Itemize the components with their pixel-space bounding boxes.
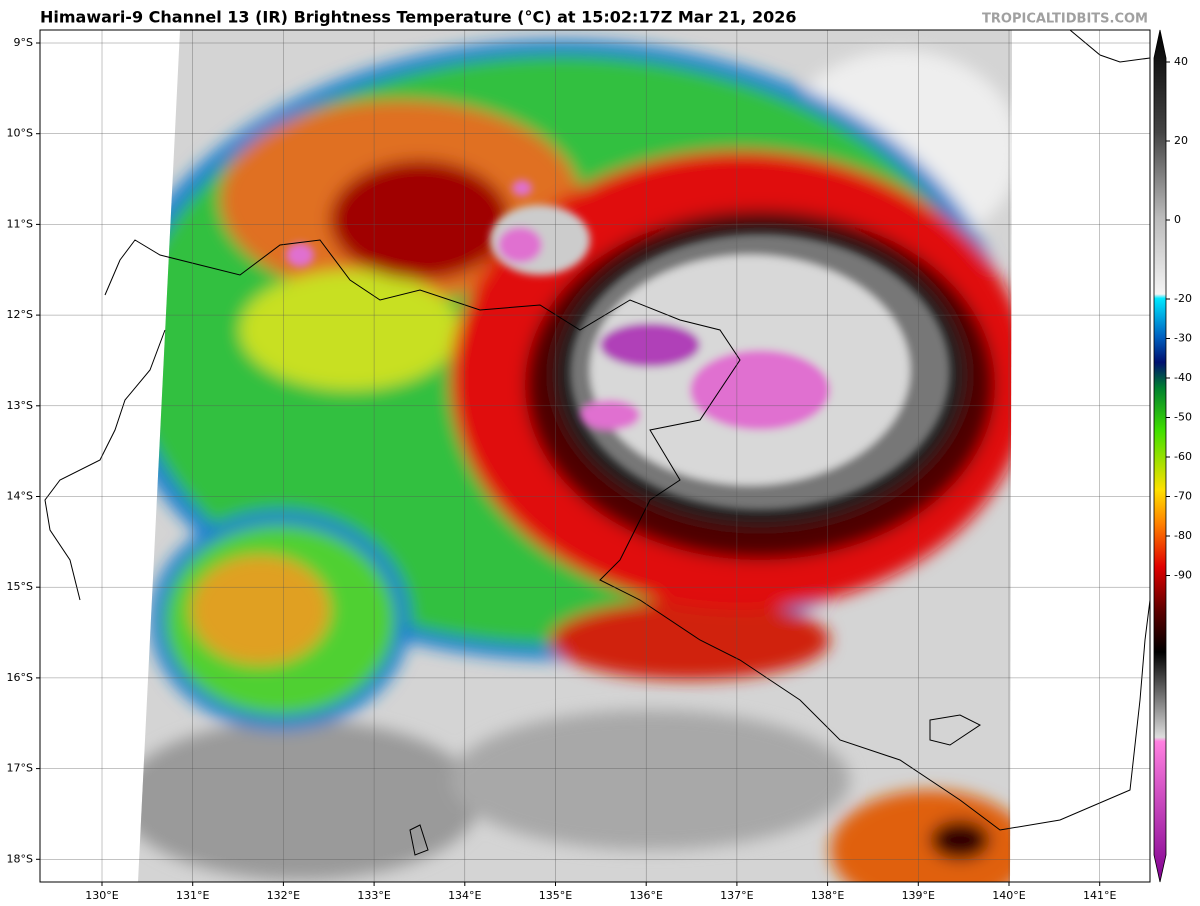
core-pink: [286, 243, 314, 267]
colorbar-label: 40: [1174, 55, 1188, 68]
cloud-orange: [190, 555, 330, 665]
lon-label: 133°E: [357, 889, 390, 902]
lat-label: 17°S: [7, 762, 33, 775]
lon-label: 138°E: [811, 889, 844, 902]
map-area: [40, 30, 1150, 882]
lat-label: 14°S: [7, 490, 33, 503]
title: Himawari-9 Channel 13 (IR) Brightness Te…: [40, 8, 796, 27]
lon-label: 130°E: [85, 889, 118, 902]
colorbar-label: -40: [1174, 371, 1192, 384]
colorbar-label: -60: [1174, 450, 1192, 463]
map-frame: [39, 29, 1151, 883]
colorbar-label: 20: [1174, 134, 1188, 147]
island: [409, 824, 429, 856]
colorbar-label: -50: [1174, 411, 1192, 424]
watermark: TROPICALTIDBITS.COM: [982, 12, 1148, 27]
colorbar-label: -20: [1174, 292, 1192, 305]
island: [929, 714, 981, 746]
lat-label: 13°S: [7, 399, 33, 412]
colorbar-label: -70: [1174, 490, 1192, 503]
core-pink: [498, 227, 542, 263]
colorbar-label: -30: [1174, 332, 1192, 345]
cloud-darkred: [330, 160, 510, 280]
core-pink: [690, 350, 830, 430]
colorbar: [1153, 29, 1167, 883]
lat-label: 10°S: [7, 127, 33, 140]
lon-label: 136°E: [629, 889, 662, 902]
cloud-gray: [450, 710, 850, 850]
lon-label: 134°E: [448, 889, 481, 902]
colorbar-label: 0: [1174, 213, 1181, 226]
cloud-red: [550, 600, 830, 680]
lat-label: 9°S: [14, 36, 33, 49]
core-pink: [580, 400, 640, 430]
storm-core: [286, 180, 950, 510]
cloud-yellow: [240, 270, 460, 390]
lat-label: 16°S: [7, 671, 33, 684]
lon-label: 137°E: [720, 889, 753, 902]
cloud-orange: [830, 790, 1012, 882]
lon-label: 139°E: [902, 889, 935, 902]
colorbar-label: -90: [1174, 569, 1192, 582]
coastlines: [44, 30, 1150, 856]
lon-label: 141°E: [1083, 889, 1116, 902]
lon-label: 132°E: [267, 889, 300, 902]
cloud-dark: [930, 820, 990, 860]
lat-label: 11°S: [7, 217, 33, 230]
lat-label: 12°S: [7, 308, 33, 321]
coastline: [44, 329, 166, 601]
satellite-imagery: [138, 30, 1012, 882]
cloud-gray: [138, 720, 480, 880]
coastline: [104, 239, 1150, 831]
graticule: [40, 30, 1150, 882]
lat-label: 15°S: [7, 580, 33, 593]
lat-label: 18°S: [7, 852, 33, 865]
core-pink: [512, 180, 532, 196]
lon-label: 131°E: [176, 889, 209, 902]
colorbar-label: -80: [1174, 529, 1192, 542]
coastline: [1069, 30, 1150, 63]
lon-label: 135°E: [539, 889, 572, 902]
colorbar-ticks: 40 20 0 -20 -30 -40 -50 -60 -70 -80 -90: [1166, 55, 1192, 582]
lon-label: 140°E: [992, 889, 1025, 902]
core-purple: [600, 323, 700, 367]
